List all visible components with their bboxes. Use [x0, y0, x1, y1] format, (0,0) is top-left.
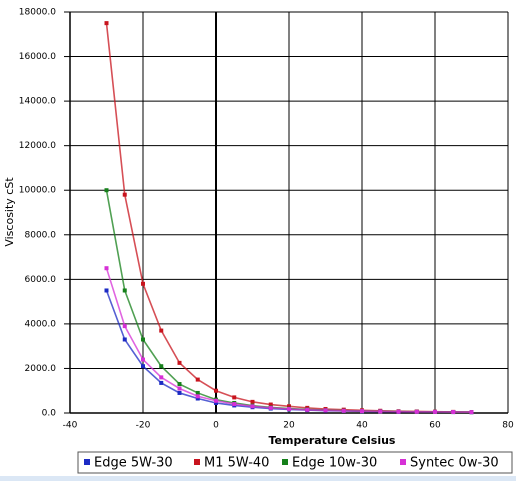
point: [268, 402, 273, 407]
point: [104, 188, 109, 193]
point: [469, 410, 474, 415]
y-tick-label: 12000.0: [19, 141, 56, 151]
point: [177, 386, 182, 391]
x-tick-label: 60: [429, 421, 441, 431]
point: [141, 337, 145, 342]
point: [195, 394, 200, 399]
point: [122, 288, 127, 293]
y-tick-label: 2000.0: [25, 364, 57, 374]
legend-swatch: [282, 459, 288, 465]
point: [141, 281, 145, 286]
point: [451, 409, 456, 414]
point: [414, 409, 419, 414]
point: [214, 398, 218, 403]
legend-swatch: [194, 459, 200, 465]
y-axis-label: Viscosity cSt: [3, 177, 16, 247]
point: [122, 324, 127, 329]
legend-label: Edge 10w-30: [292, 456, 377, 471]
y-tick-label: 16000.0: [19, 52, 56, 62]
x-tick-label: -20: [136, 421, 151, 431]
legend-label: M1 5W-40: [204, 456, 269, 471]
point: [177, 360, 182, 365]
x-tick-label: 0: [213, 421, 219, 431]
y-tick-label: 14000.0: [19, 97, 56, 107]
x-axis-label: Temperature Celsius: [269, 434, 396, 447]
point: [396, 409, 401, 414]
y-tick-label: 4000.0: [25, 319, 57, 329]
point: [360, 409, 364, 414]
point: [195, 390, 200, 395]
point: [104, 288, 109, 293]
point: [268, 405, 273, 410]
x-tick-label: 80: [502, 421, 514, 431]
point: [232, 395, 237, 400]
point: [323, 408, 328, 413]
x-tick-label: 20: [283, 421, 295, 431]
legend-label: Syntec 0w-30: [410, 456, 499, 471]
x-tick-label: 40: [356, 421, 368, 431]
point: [141, 364, 145, 369]
point: [104, 21, 109, 26]
point: [122, 337, 127, 342]
legend-swatch: [400, 459, 406, 465]
y-tick-label: 8000.0: [25, 230, 57, 240]
point: [159, 364, 164, 369]
point: [214, 400, 218, 405]
point: [214, 388, 218, 393]
point: [287, 406, 291, 411]
point: [341, 408, 346, 413]
y-tick-label: 18000.0: [19, 8, 56, 18]
point: [433, 409, 437, 414]
point: [141, 357, 145, 362]
point: [177, 382, 182, 387]
point: [104, 266, 109, 271]
point: [250, 404, 255, 409]
x-tick-label: -40: [63, 421, 78, 431]
bottom-strip: [0, 476, 516, 481]
point: [159, 375, 164, 380]
point: [177, 390, 182, 395]
y-tick-label: 0.0: [42, 409, 57, 419]
legend-label: Edge 5W-30: [94, 456, 173, 471]
y-tick-label: 6000.0: [25, 275, 57, 285]
point: [305, 407, 310, 412]
point: [250, 399, 255, 404]
point: [232, 402, 237, 407]
y-tick-label: 10000.0: [19, 186, 56, 196]
point: [287, 404, 291, 409]
legend-box: [77, 451, 513, 474]
point: [159, 328, 164, 333]
point: [378, 409, 383, 414]
point: [159, 380, 164, 385]
point: [122, 192, 127, 197]
legend-swatch: [84, 459, 90, 465]
point: [195, 396, 200, 401]
point: [195, 377, 200, 382]
